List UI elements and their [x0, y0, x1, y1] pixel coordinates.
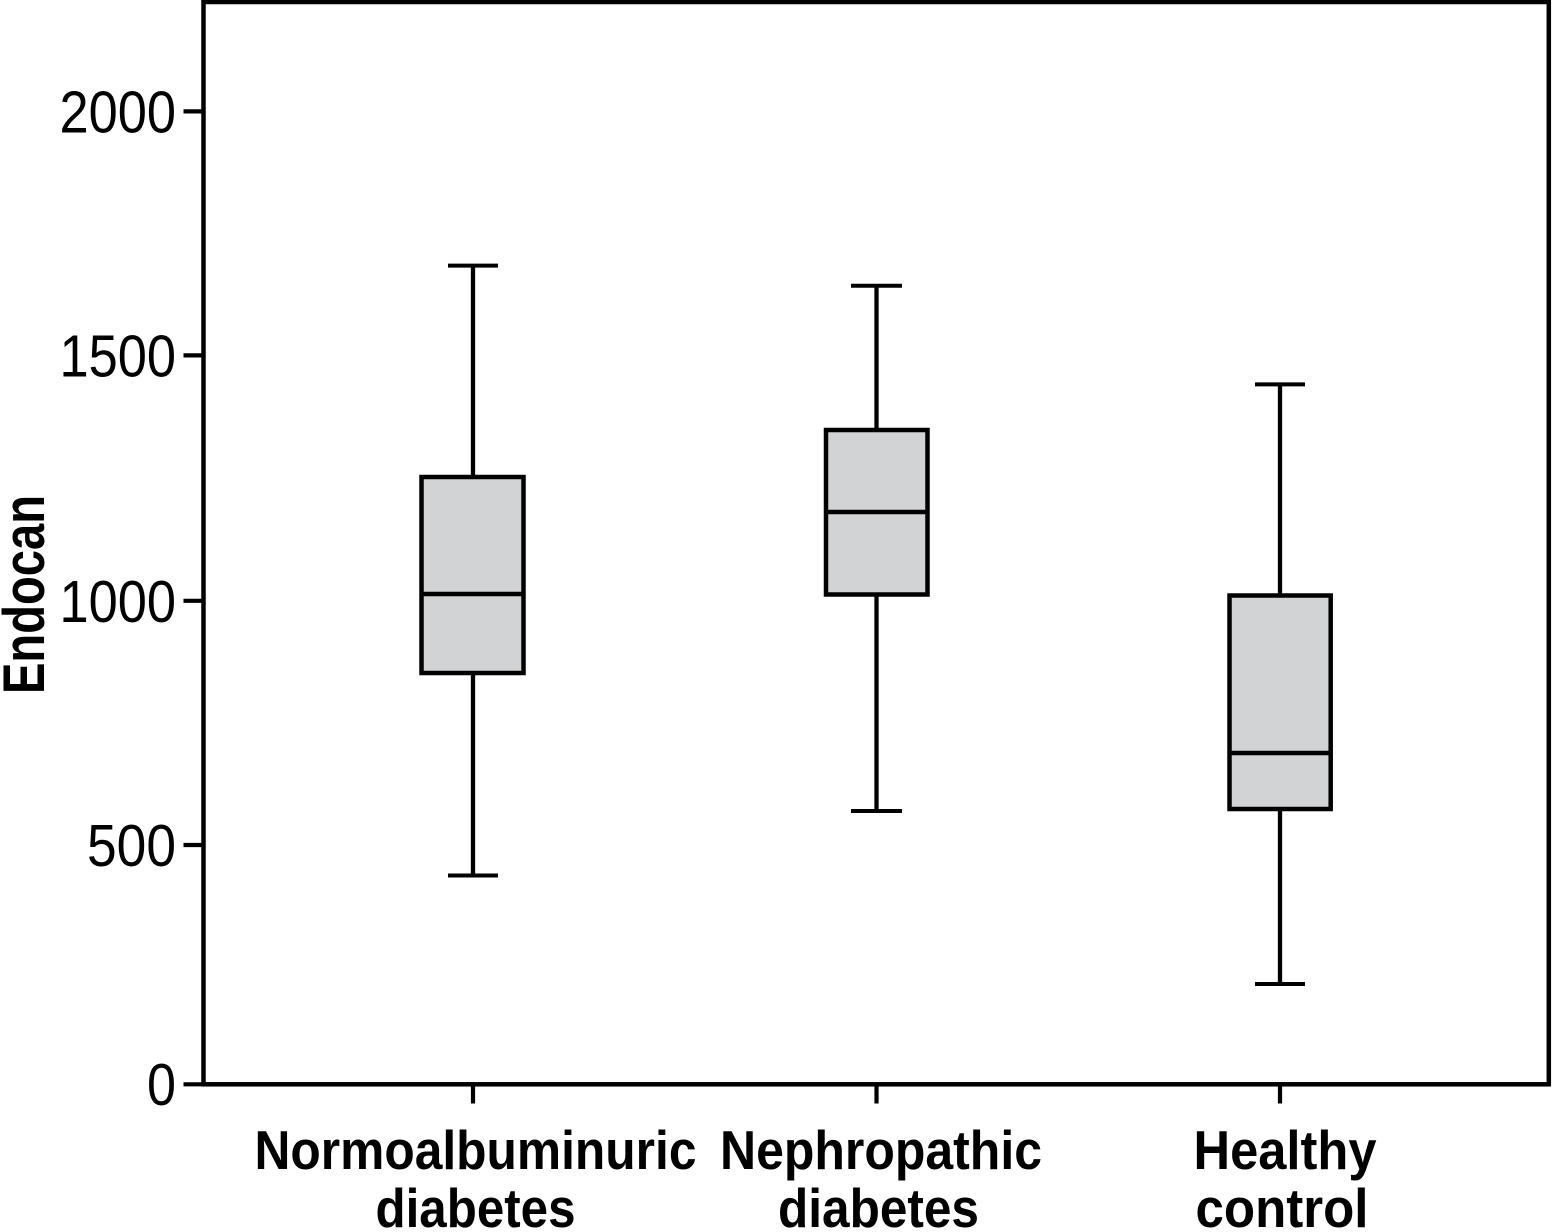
svg-text:Endocan: Endocan: [0, 495, 57, 694]
svg-text:diabetes: diabetes: [376, 1177, 576, 1232]
svg-text:0: 0: [147, 1052, 176, 1118]
svg-text:Normoalbuminuric: Normoalbuminuric: [255, 1119, 697, 1181]
svg-text:diabetes: diabetes: [778, 1177, 979, 1232]
svg-text:control: control: [1196, 1177, 1369, 1232]
svg-text:1000: 1000: [60, 569, 177, 635]
svg-text:500: 500: [87, 813, 176, 879]
svg-text:Nephropathic: Nephropathic: [720, 1119, 1042, 1181]
svg-text:Healthy: Healthy: [1194, 1119, 1377, 1181]
svg-text:2000: 2000: [60, 79, 177, 145]
svg-text:1500: 1500: [60, 323, 177, 389]
